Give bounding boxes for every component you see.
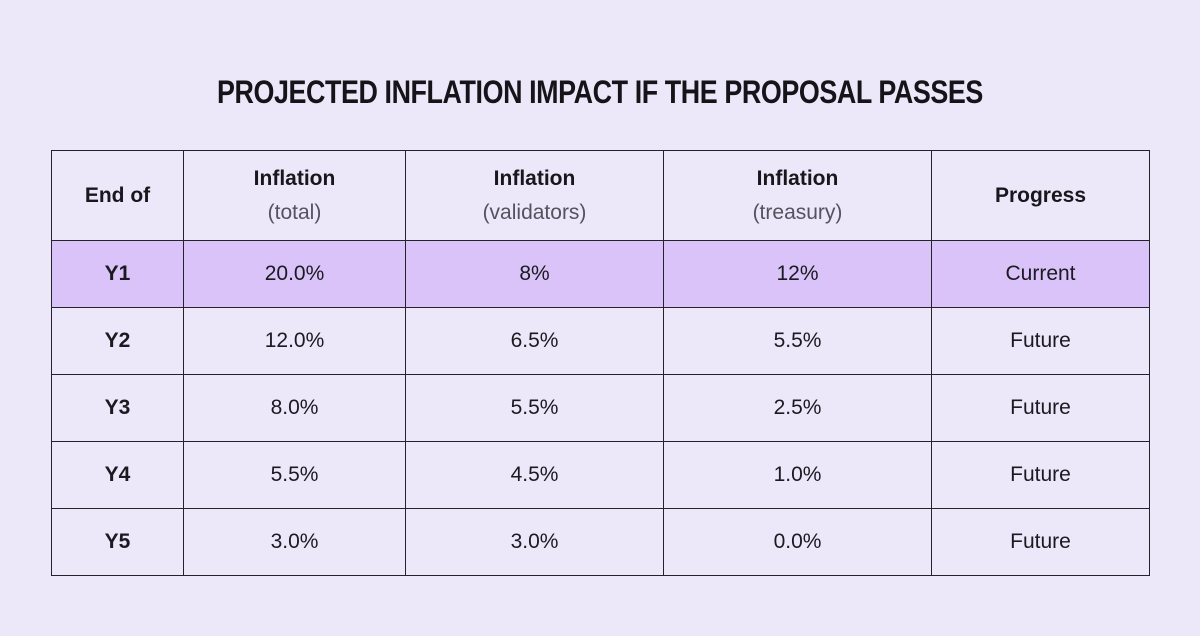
inflation-table: End of Inflation (total) Inflation (vali…: [51, 150, 1150, 576]
treasury-cell: 0.0%: [663, 508, 932, 576]
total-cell: 12.0%: [183, 307, 406, 375]
treasury-cell: 5.5%: [663, 307, 932, 375]
header-sublabel: (treasury): [752, 200, 843, 224]
header-label: Inflation: [253, 166, 336, 190]
progress-cell: Future: [931, 441, 1150, 509]
validators-cell: 4.5%: [405, 441, 664, 509]
validators-cell: 6.5%: [405, 307, 664, 375]
table-row-y3: Y3 8.0% 5.5% 2.5% Future: [51, 374, 1150, 442]
header-cell-inflation-total: Inflation (total): [183, 150, 406, 241]
title-bar: PROJECTED INFLATION IMPACT IF THE PROPOS…: [0, 0, 1200, 150]
treasury-cell: 2.5%: [663, 374, 932, 442]
table-row-y2: Y2 12.0% 6.5% 5.5% Future: [51, 307, 1150, 375]
validators-cell: 8%: [405, 240, 664, 308]
header-label: Inflation: [756, 166, 839, 190]
total-cell: 8.0%: [183, 374, 406, 442]
year-cell: Y3: [51, 374, 184, 442]
table-header-row: End of Inflation (total) Inflation (vali…: [51, 150, 1150, 241]
total-cell: 3.0%: [183, 508, 406, 576]
treasury-cell: 1.0%: [663, 441, 932, 509]
table-row-y4: Y4 5.5% 4.5% 1.0% Future: [51, 441, 1150, 509]
header-label: Inflation: [493, 166, 576, 190]
table-row-y5: Y5 3.0% 3.0% 0.0% Future: [51, 508, 1150, 576]
header-sublabel: (total): [267, 200, 322, 224]
year-cell: Y5: [51, 508, 184, 576]
header-cell-progress: Progress: [931, 150, 1150, 241]
header-sublabel: (validators): [482, 200, 587, 224]
header-label: Progress: [994, 183, 1087, 207]
total-cell: 20.0%: [183, 240, 406, 308]
progress-cell: Future: [931, 307, 1150, 375]
header-cell-inflation-validators: Inflation (validators): [405, 150, 664, 241]
progress-cell: Future: [931, 374, 1150, 442]
year-cell: Y2: [51, 307, 184, 375]
page-title: PROJECTED INFLATION IMPACT IF THE PROPOS…: [217, 74, 983, 110]
progress-cell: Current: [931, 240, 1150, 308]
total-cell: 5.5%: [183, 441, 406, 509]
validators-cell: 5.5%: [405, 374, 664, 442]
treasury-cell: 12%: [663, 240, 932, 308]
validators-cell: 3.0%: [405, 508, 664, 576]
header-cell-end-of: End of: [51, 150, 184, 241]
year-cell: Y1: [51, 240, 184, 308]
table-row-y1: Y1 20.0% 8% 12% Current: [51, 240, 1150, 308]
progress-cell: Future: [931, 508, 1150, 576]
header-cell-inflation-treasury: Inflation (treasury): [663, 150, 932, 241]
year-cell: Y4: [51, 441, 184, 509]
header-label: End of: [84, 183, 151, 207]
